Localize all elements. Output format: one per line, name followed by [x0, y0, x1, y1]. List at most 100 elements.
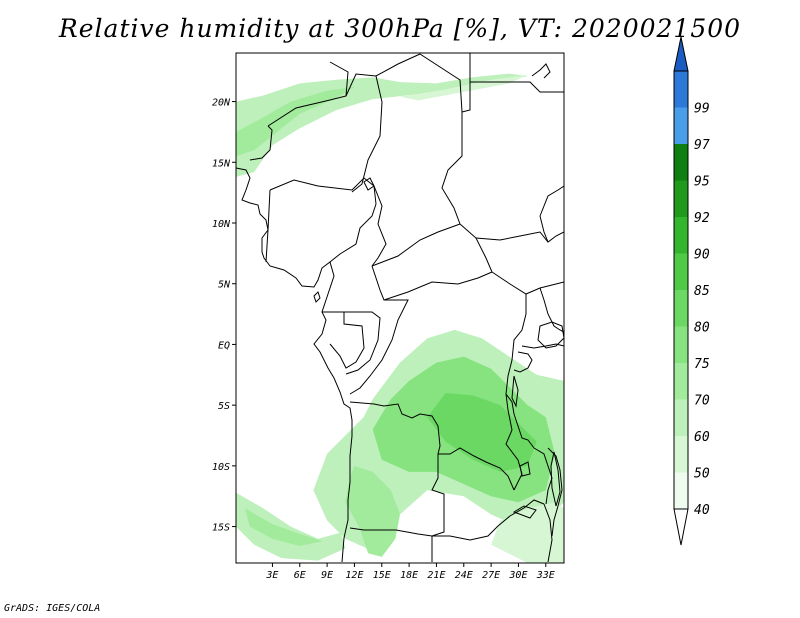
colorbar-swatch [674, 217, 688, 254]
lat-tick-label: 15S [212, 523, 230, 534]
border-drc-east [505, 294, 527, 431]
humidity-region-southwest-swath [236, 492, 346, 561]
lat-tick-label: 5N [218, 280, 231, 291]
lake-victoria [537, 321, 564, 349]
kariba [512, 505, 537, 519]
border-congo-brazzaville [344, 311, 381, 375]
border-rwanda-burundi [513, 351, 533, 373]
lake-bangweulu [519, 461, 531, 477]
border-mali-niger [249, 125, 273, 161]
latitude-axis: 20N 15N 10N 5N EQ 5S 10S 15S [212, 98, 236, 534]
border-nigeria-benin [265, 189, 271, 263]
lon-tick-label: 30E [508, 570, 527, 581]
colorbar-swatch [674, 436, 688, 473]
border-angola-zambia [431, 454, 445, 537]
border-mozambique-west [543, 503, 553, 563]
border-chad-car [371, 223, 461, 267]
border-egypt-sudan [470, 81, 564, 93]
lake-kivu [511, 375, 519, 408]
colorbar-label: 80 [694, 321, 710, 336]
lat-tick-label: 20N [212, 98, 231, 109]
border-car-sudan [459, 223, 493, 273]
longitude-axis: 3E 6E 9E 12E 15E 18E 21E 24E 27E 30E 33E [265, 563, 555, 581]
colorbar-swatch [674, 253, 688, 290]
lake-malawi [550, 451, 561, 507]
sinai [531, 63, 551, 79]
lon-tick-label: 15E [373, 570, 391, 581]
lon-tick-label: 3E [265, 570, 278, 581]
border-chad-sudan [441, 112, 463, 225]
border-mali-algeria [267, 61, 349, 127]
humidity-region-southwest-swath-core [245, 508, 323, 546]
colorbar-swatch [674, 363, 688, 400]
colorbar-swatch [674, 144, 688, 181]
colorbar-label: 95 [694, 175, 710, 190]
colorbar-bottom-arrow [673, 508, 689, 546]
border-tanzania-zambia [533, 447, 553, 505]
colorbar-label: 75 [694, 357, 710, 372]
lat-tick-label: 10N [212, 219, 231, 230]
colorbar-swatch [674, 290, 688, 327]
lake-chad [363, 177, 375, 191]
lon-tick-label: 24E [455, 570, 473, 581]
colorbar-swatch [674, 71, 688, 108]
map-title: Relative humidity at 300hPa [%], VT: 202… [58, 14, 742, 43]
colorbar-swatch [674, 180, 688, 217]
colorbar: 40 50 60 70 75 80 85 90 92 95 97 99 [673, 36, 710, 546]
border-gabon [322, 311, 365, 369]
border-libya-chad [419, 53, 463, 113]
border-malawi [547, 447, 563, 537]
colorbar-swatch [674, 107, 688, 144]
country-borders [236, 53, 564, 563]
lat-tick-label: EQ [218, 340, 230, 351]
border-uganda-tanzania [521, 343, 564, 349]
border-nigeria-cameroon [329, 203, 377, 263]
humidity-region-sahel-band-core [236, 87, 355, 157]
colorbar-top-arrow [673, 36, 689, 72]
colorbar-swatch [674, 399, 688, 436]
bioko-island [313, 291, 321, 303]
humidity-shading [236, 73, 564, 563]
border-sudan-south-sudan [475, 231, 564, 243]
colorbar-label: 99 [694, 102, 710, 117]
colorbar-label: 40 [694, 503, 710, 518]
lon-tick-label: 21E [427, 570, 445, 581]
colorbar-swatch [674, 472, 688, 509]
border-libya-egypt [461, 53, 471, 113]
lon-tick-label: 9E [321, 570, 333, 581]
colorbar-label: 50 [694, 467, 710, 482]
colorbar-label: 85 [694, 284, 710, 299]
lat-tick-label: 15N [212, 158, 231, 169]
colorbar-label: 90 [694, 248, 710, 263]
colorbar-label: 70 [694, 394, 710, 409]
border-zambia-south [432, 499, 545, 541]
border-cameroon-chad [371, 185, 387, 267]
border-uganda-kenya [539, 287, 564, 333]
border-car-congo [371, 265, 493, 301]
map-frame [235, 52, 565, 564]
colorbar-swatch [674, 326, 688, 363]
border-sudan-ethiopia [539, 185, 564, 217]
lon-tick-label: 12E [345, 570, 363, 581]
border-drc-angola-east [438, 447, 515, 491]
border-zambia-drc-east [505, 429, 523, 491]
humidity-region-sahara-east [400, 74, 528, 101]
border-drc-angola-north [349, 401, 441, 455]
lon-tick-label: 18E [400, 570, 418, 581]
colorbar-label: 60 [694, 430, 710, 445]
lon-tick-label: 33E [536, 570, 555, 581]
border-lake-tanganyika [505, 393, 535, 449]
lon-tick-label: 6E [294, 570, 306, 581]
humidity-region-tanzania-south [491, 502, 564, 563]
humidity-region-central-africa-peak [427, 393, 537, 472]
border-sudan-east [539, 215, 549, 243]
colorbar-frame [673, 70, 689, 510]
border-congo-drc [349, 299, 409, 395]
grads-credit: GrADS: IGES/COLA [4, 603, 101, 614]
border-angola-namibia [349, 527, 433, 537]
colorbar-label: 97 [694, 138, 710, 153]
lon-tick-label: 27E [482, 570, 500, 581]
humidity-region-angola-plume [345, 465, 400, 557]
border-south-sudan [491, 271, 564, 295]
